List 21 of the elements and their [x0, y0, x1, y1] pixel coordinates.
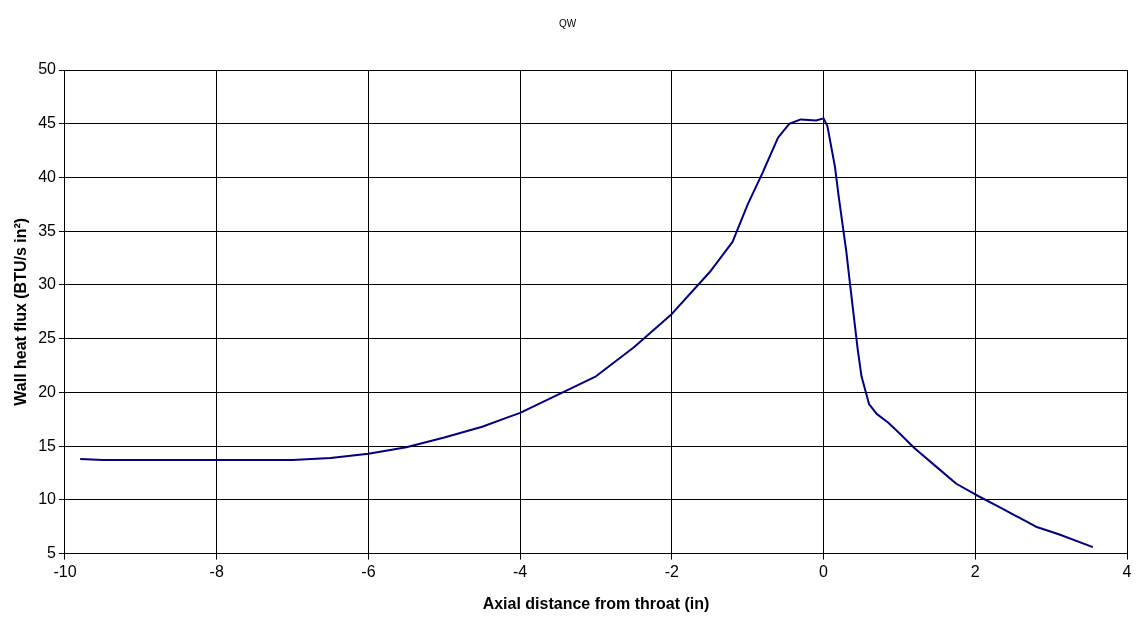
y-tick-label: 40: [38, 167, 57, 185]
x-tick-label: -8: [209, 562, 224, 580]
x-tick-label: 4: [1122, 562, 1132, 580]
x-tick-label: -2: [664, 562, 680, 580]
y-tick-label: 45: [38, 114, 57, 132]
x-tick-label: 0: [819, 562, 829, 580]
x-axis-title: Axial distance from throat (in): [482, 594, 710, 612]
y-axis-title: Wall heat flux (BTU/s in²): [12, 217, 30, 406]
y-tick-label: 25: [38, 329, 57, 347]
y-tick-label: 30: [38, 275, 57, 293]
x-tick-label: -10: [53, 562, 77, 580]
x-tick-label: -4: [513, 562, 528, 580]
y-tick-label: 15: [38, 436, 57, 454]
y-tick-label: 10: [38, 490, 57, 508]
chart-title: QW: [558, 17, 577, 29]
y-tick-label: 50: [38, 60, 57, 78]
x-tick-label: 2: [970, 562, 980, 580]
y-tick-label: 35: [38, 221, 57, 239]
x-tick-label: -6: [361, 562, 376, 580]
y-tick-label: 5: [47, 544, 57, 562]
y-tick-label: 20: [38, 382, 57, 400]
